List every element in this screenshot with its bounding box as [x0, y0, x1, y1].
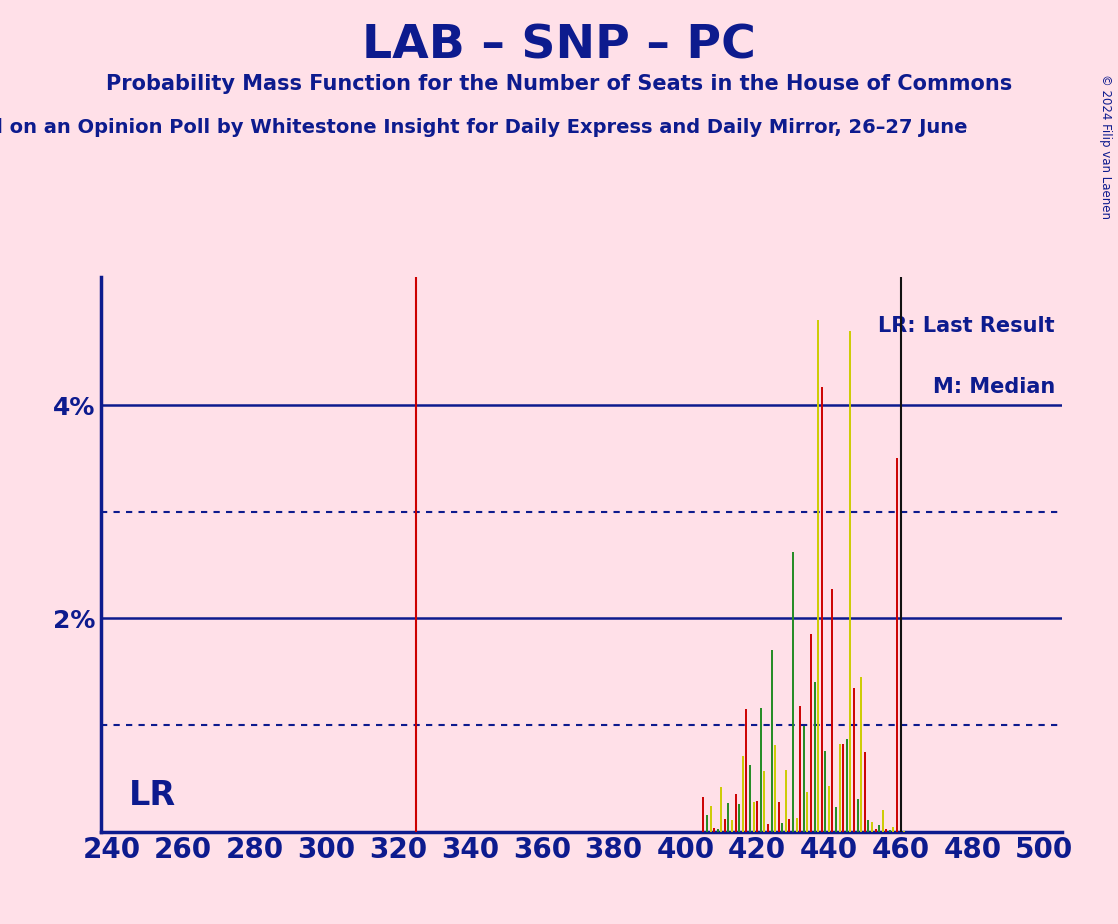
Text: © 2024 Filip van Laenen: © 2024 Filip van Laenen	[1099, 74, 1112, 219]
Text: LR: LR	[130, 780, 177, 812]
Text: Probability Mass Function for the Number of Seats in the House of Commons: Probability Mass Function for the Number…	[106, 74, 1012, 94]
Text: d on an Opinion Poll by Whitestone Insight for Daily Express and Daily Mirror, 2: d on an Opinion Poll by Whitestone Insig…	[0, 118, 967, 138]
Text: M: Median: M: Median	[932, 377, 1055, 397]
Text: LAB – SNP – PC: LAB – SNP – PC	[362, 23, 756, 68]
Text: LR: Last Result: LR: Last Result	[879, 316, 1055, 336]
